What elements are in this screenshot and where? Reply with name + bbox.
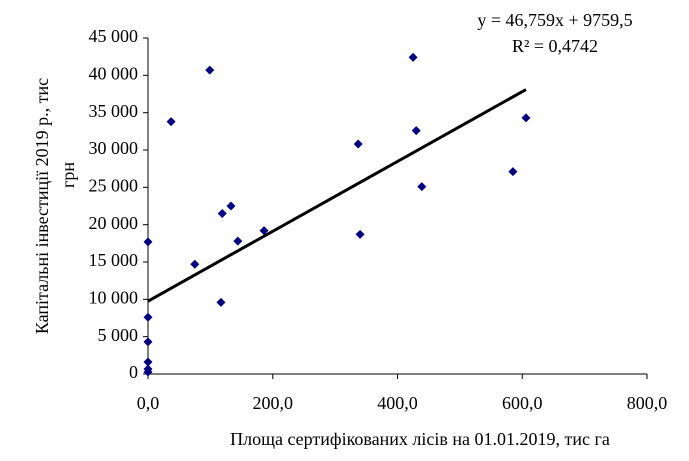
y-tick-label: 45 000 <box>89 26 139 46</box>
point <box>353 139 363 149</box>
trendline <box>147 88 527 303</box>
x-tick-label: 0,0 <box>137 393 160 413</box>
point <box>521 113 531 123</box>
point <box>143 357 153 367</box>
x-tick-label: 400,0 <box>377 393 418 413</box>
point <box>355 229 365 239</box>
y-tick-label: 10 000 <box>89 287 139 307</box>
y-tick-label: 40 000 <box>89 63 139 83</box>
point <box>190 259 200 269</box>
point <box>217 208 227 218</box>
point <box>226 201 236 211</box>
point <box>508 167 518 177</box>
point <box>143 337 153 347</box>
point <box>216 297 226 307</box>
y-tick-label: 30 000 <box>89 138 139 158</box>
point <box>259 226 269 236</box>
x-tick-label: 200,0 <box>253 393 294 413</box>
y-tick-label: 0 <box>129 362 138 382</box>
x-tick-label: 600,0 <box>502 393 543 413</box>
point <box>408 52 418 62</box>
y-tick-label: 25 000 <box>89 175 139 195</box>
point <box>143 364 153 374</box>
trend-equation: y = 46,759x + 9759,5 <box>477 10 632 30</box>
point <box>417 182 427 192</box>
trend-r2: R² = 0,4742 <box>512 36 598 56</box>
y-tick-label: 35 000 <box>89 101 139 121</box>
x-tick-label: 800,0 <box>627 393 668 413</box>
y-tick-label: 5 000 <box>98 325 139 345</box>
y-axis-label: грн <box>58 162 78 188</box>
point <box>143 312 153 322</box>
y-axis-label: Капітальні інвестиції 2019 р., тис <box>32 78 52 334</box>
point <box>233 236 243 246</box>
point <box>205 65 215 75</box>
point <box>143 237 153 247</box>
y-tick-label: 15 000 <box>89 250 139 270</box>
point <box>166 117 176 127</box>
y-tick-label: 20 000 <box>89 213 139 233</box>
point <box>411 126 421 136</box>
x-axis-label: Площа сертифікованих лісів на 01.01.2019… <box>230 429 610 449</box>
